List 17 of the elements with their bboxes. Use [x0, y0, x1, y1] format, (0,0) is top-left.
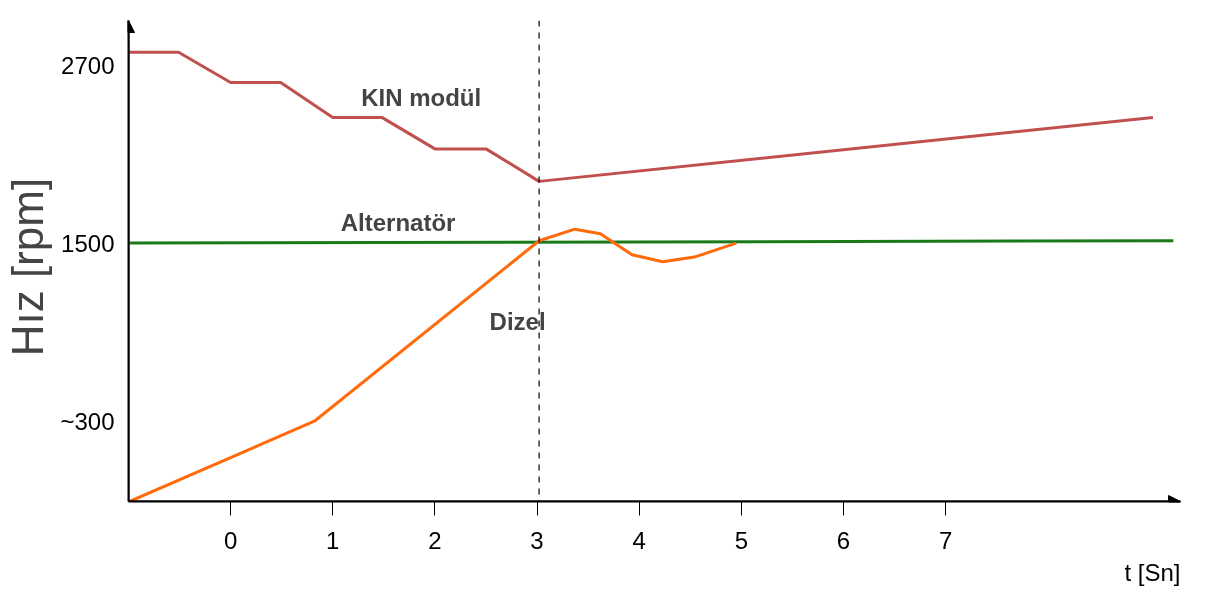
annotation: Dizel	[489, 307, 546, 335]
x-tick-label: 5	[734, 526, 748, 554]
x-tick-label: 2	[428, 526, 442, 554]
y-tick-label: 1500	[61, 229, 115, 257]
x-tick-label: 1	[326, 526, 340, 554]
x-axis-title: t [Sn]	[1124, 558, 1181, 586]
x-tick-label: 4	[632, 526, 646, 554]
x-tick-label: 0	[223, 526, 238, 554]
y-axis-title: Hız [rpm]	[3, 177, 53, 357]
x-tick-label: 7	[938, 526, 953, 554]
annotation: Alternatör	[340, 209, 456, 237]
y-tick-label: 2700	[61, 51, 115, 79]
x-tick-label: 3	[530, 526, 544, 554]
x-tick-label: 6	[836, 526, 851, 554]
line-series	[128, 50, 1155, 183]
annotation: KIN modül	[361, 84, 482, 112]
y-tick-label: ~300	[60, 407, 115, 435]
